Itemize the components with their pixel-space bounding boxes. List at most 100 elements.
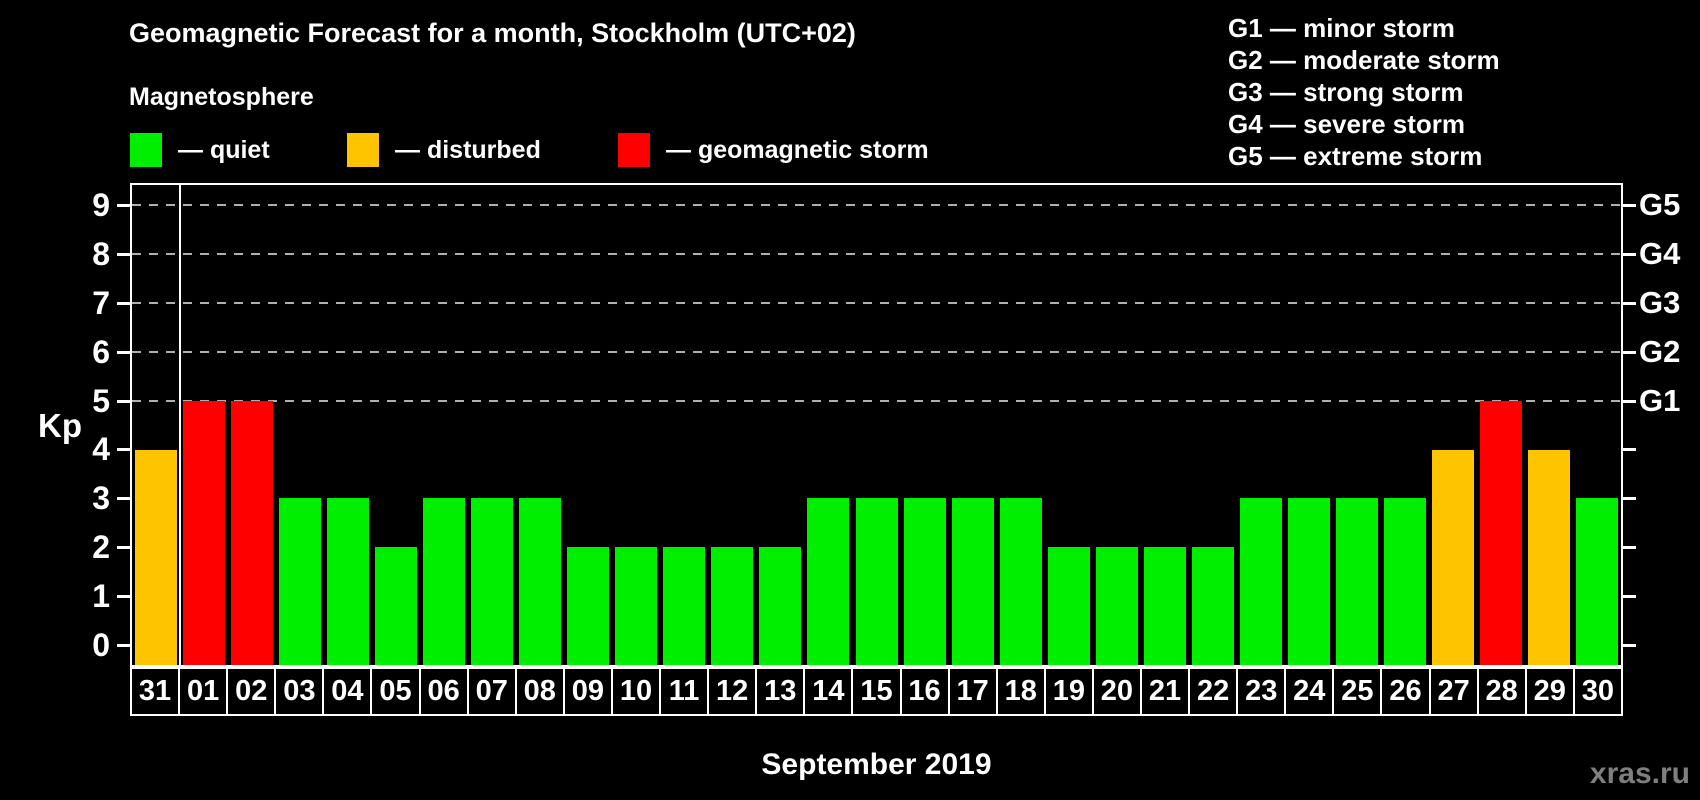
kp-bar-day-23 [1239,498,1282,665]
kp-bar-day-24 [1287,498,1330,665]
kp-bar-day-15 [855,498,898,665]
left-tick-kp-6 [117,350,130,354]
left-tick-kp-9 [117,203,130,207]
left-tick-kp-8 [117,252,130,256]
left-tick-kp-7 [117,301,130,305]
gridline-kp-6 [132,350,1621,353]
day-label-08: 08 [514,667,565,716]
left-tick-kp-1 [117,595,130,599]
kp-bar-day-06 [423,498,466,665]
right-tick-kp-2 [1623,546,1636,550]
day-label-09: 09 [562,667,613,716]
day-label-12: 12 [707,667,758,716]
y-tick-label-9: 9 [92,186,110,223]
kp-bar-day-22 [1191,547,1234,665]
kp-bar-day-01 [183,400,226,665]
right-tick-kp-1 [1623,595,1636,599]
y-tick-label-7: 7 [92,284,110,321]
day-label-24: 24 [1284,667,1335,716]
kp-bar-day-18 [999,498,1042,665]
day-label-10: 10 [610,667,662,716]
day-label-15: 15 [851,667,902,716]
gridline-kp-7 [132,301,1621,304]
magnetosphere-label: Magnetosphere [129,83,314,111]
kp-bar-day-14 [807,498,850,665]
right-tick-kp-7 [1623,301,1636,305]
right-tick-kp-3 [1623,497,1636,501]
kp-bar-day-27 [1431,449,1474,665]
day-label-21: 21 [1139,667,1191,716]
kp-bar-day-09 [567,547,610,665]
day-label-03: 03 [274,667,325,716]
right-axis-label-g1: G1 [1639,382,1681,418]
right-tick-kp-4 [1623,448,1636,452]
storm-color-swatch [618,133,650,167]
kp-bar-day-19 [1047,547,1090,665]
watermark: xras.ru [1589,757,1690,790]
day-label-17: 17 [947,667,998,716]
legend-label-storm: — geomagnetic storm [666,135,929,164]
day-label-23: 23 [1236,667,1287,716]
kp-bar-day-16 [903,498,946,665]
y-tick-label-1: 1 [92,578,110,615]
kp-bar-day-07 [471,498,514,665]
day-label-14: 14 [803,667,854,716]
g-scale-legend: G1 — minor storm G2 — moderate storm G3 … [1228,12,1500,172]
day-label-01: 01 [178,667,229,716]
gridline-kp-9 [132,203,1621,206]
day-label-04: 04 [322,667,373,716]
right-axis-label-g5: G5 [1639,186,1681,222]
y-axis-label-kp: Kp [38,407,82,444]
disturbed-color-swatch [347,133,379,167]
legend-label-quiet: — quiet [178,135,270,164]
kp-bar-day-29 [1527,449,1570,665]
kp-bar-day-04 [327,498,370,665]
kp-bar-day-11 [663,547,706,665]
day-label-06: 06 [418,667,469,716]
kp-bar-day-26 [1383,498,1426,665]
left-tick-kp-5 [117,399,130,403]
right-axis-label-g3: G3 [1639,284,1681,320]
g-scale-line-g4: G4 — severe storm [1228,109,1466,139]
day-label-13: 13 [755,667,806,716]
y-tick-label-6: 6 [92,333,110,370]
kp-bar-day-08 [519,498,562,665]
gridline-kp-5 [132,399,1621,402]
legend-item-disturbed: — disturbed [347,131,541,169]
right-axis-label-g4: G4 [1639,235,1681,271]
legend-item-quiet: — quiet [130,131,270,169]
left-tick-kp-0 [117,644,130,648]
day-label-07: 07 [466,667,517,716]
legend-label-disturbed: — disturbed [395,135,541,164]
kp-bar-day-17 [951,498,994,665]
right-tick-kp-9 [1623,203,1636,207]
right-tick-kp-5 [1623,399,1636,403]
day-label-28: 28 [1476,667,1527,716]
day-label-11: 11 [659,667,710,716]
right-tick-kp-6 [1623,350,1636,354]
kp-bar-day-25 [1335,498,1378,665]
g-scale-line-g3: G3 — strong storm [1228,77,1464,107]
y-tick-label-4: 4 [92,431,110,468]
kp-bar-day-21 [1143,547,1186,665]
day-label-31: 31 [130,667,181,716]
kp-bar-day-10 [615,547,658,665]
kp-bar-day-31 [135,449,178,665]
day-label-30: 30 [1572,667,1623,716]
day-label-05: 05 [370,667,421,716]
right-tick-kp-8 [1623,252,1636,256]
kp-bar-day-13 [759,547,802,665]
kp-bar-day-02 [231,400,274,665]
right-axis-label-g2: G2 [1639,333,1681,369]
day-label-18: 18 [995,667,1046,716]
y-tick-label-8: 8 [92,235,110,272]
day-label-19: 19 [1043,667,1094,716]
kp-bar-day-20 [1095,547,1138,665]
day-label-02: 02 [226,667,277,716]
g-scale-line-g5: G5 — extreme storm [1228,141,1483,171]
kp-bar-day-03 [279,498,322,665]
y-tick-label-3: 3 [92,480,110,517]
chart-title: Geomagnetic Forecast for a month, Stockh… [129,18,856,48]
y-tick-label-2: 2 [92,529,110,566]
kp-bar-day-28 [1479,400,1522,665]
